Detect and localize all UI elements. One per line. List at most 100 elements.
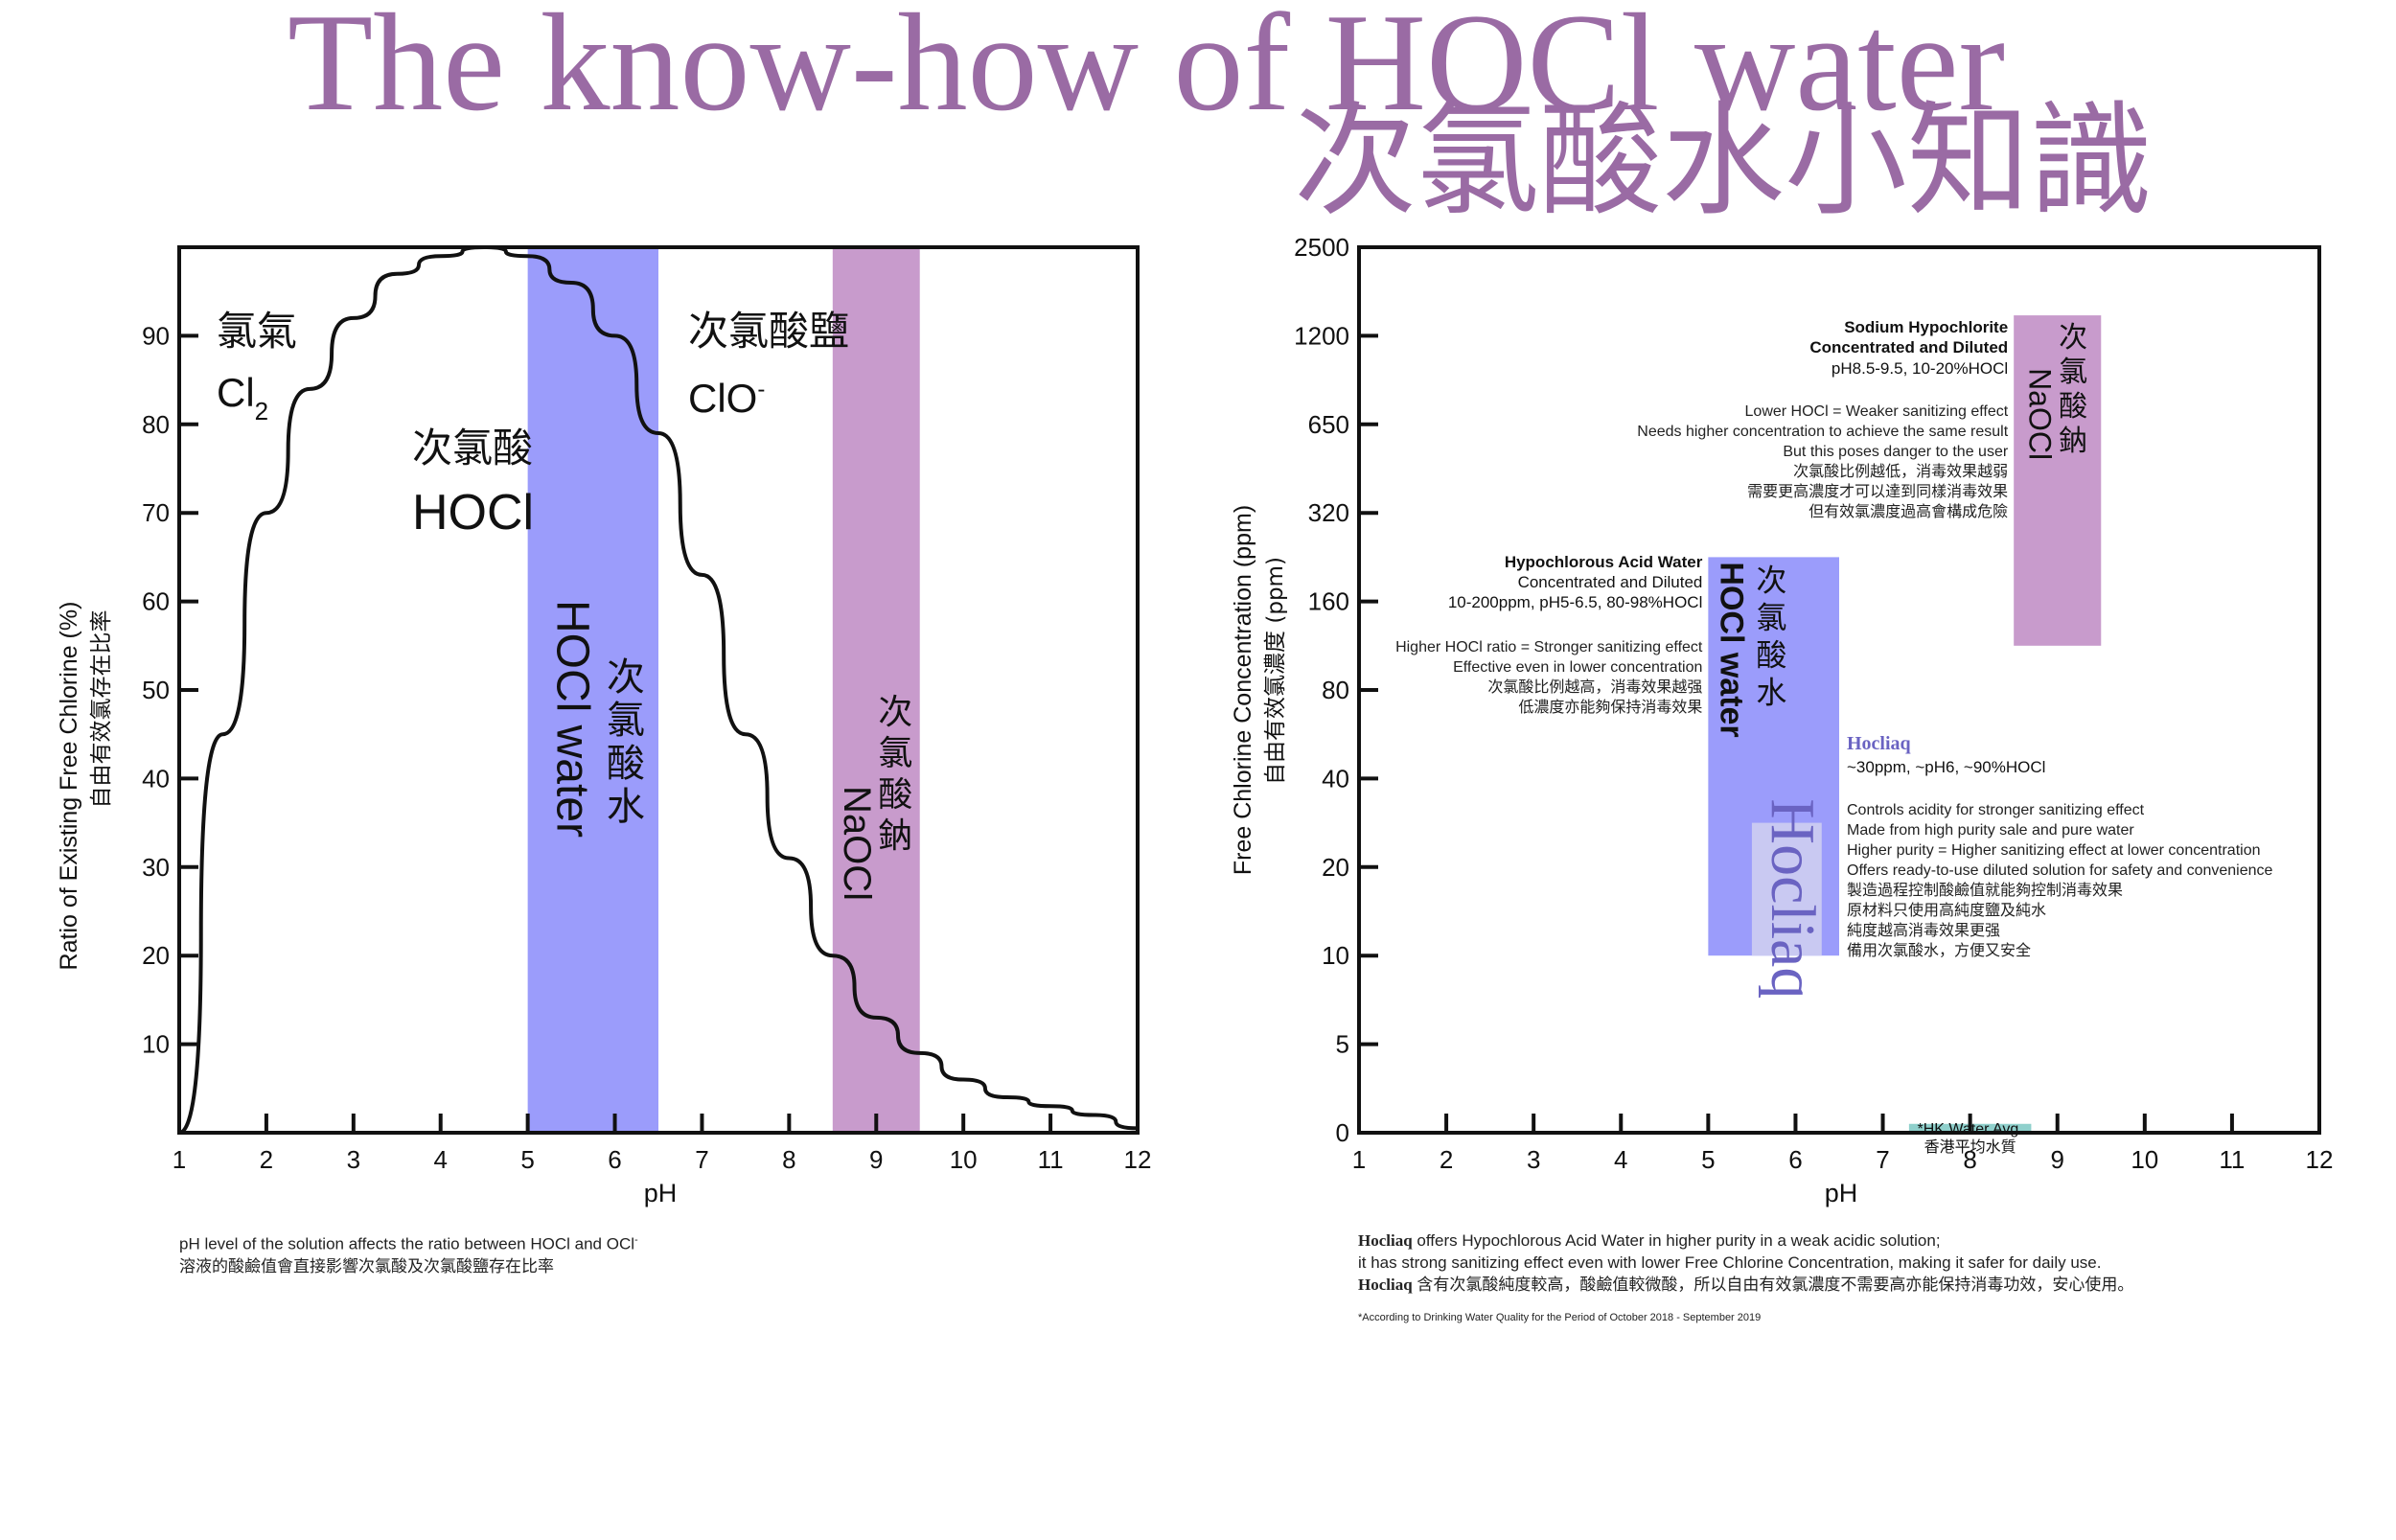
annot-clo-sup: - (757, 377, 765, 402)
note-hocliaq-line: 原材料只使用高純度鹽及純水 (1847, 901, 2046, 919)
x2-tick-label: 7 (1876, 1145, 1889, 1174)
annot-cl2: Cl2 (217, 370, 268, 425)
x-tick-label: 1 (173, 1145, 186, 1174)
x2-tick-label: 8 (1963, 1145, 1976, 1174)
bar-naocl-label-zh-char: 次 (2059, 321, 2087, 355)
note-hocliaq-line: 製造過程控制酸鹼值就能夠控制消毒效果 (1847, 881, 2123, 899)
band-hocl-label-zh-char: 次 (607, 655, 645, 700)
note-hocl-line: 低濃度亦能夠保持消毒效果 (1518, 698, 1702, 716)
note-naocl-line: 需要更高濃度才可以達到同樣消毒效果 (1747, 482, 2008, 500)
x-tick-label: 12 (1124, 1145, 1152, 1174)
x-tick-label: 6 (608, 1145, 621, 1174)
chart2-caption-line3: 含有次氯酸純度較高，酸鹼值較微酸，所以自由有效氯濃度不需要高亦能保持消毒功效，安… (1417, 1276, 2134, 1294)
note-hocliaq-line: Controls acidity for stronger sanitizing… (1847, 802, 2145, 818)
x-tick-label: 11 (1038, 1145, 1064, 1174)
note-hocl-line: Effective even in lower concentration (1453, 659, 1702, 676)
note-hocliaq-line: 備用次氯酸水，方便又安全 (1847, 941, 2031, 959)
y-tick-label: 10 (142, 1030, 170, 1059)
y-tick-label: 50 (142, 676, 170, 704)
bar-hocl-label-zh-char: 酸 (1756, 636, 1786, 673)
bar-hocl-label-zh-char: 氯 (1756, 599, 1786, 635)
note-naocl-line: But this poses danger to the user (1783, 444, 2008, 460)
note-hocl-subtitle: Concentrated and Diluted (1518, 573, 1703, 591)
chart2-caption-line2: it has strong sanitizing effect even wit… (1358, 1253, 2102, 1272)
band-hocl-label: HOCl water (547, 600, 598, 838)
note-naocl-spec: pH8.5-9.5, 10-20%HOCl (1832, 359, 2008, 378)
y2-tick-label: 2500 (1294, 233, 1349, 262)
x2-tick-label: 6 (1788, 1145, 1802, 1174)
chart2-footnote: *According to Drinking Water Quality for… (1358, 1312, 1762, 1323)
band-naocl-label-zh-char: 鈉 (878, 816, 912, 856)
band-naocl-label-zh-char: 酸 (878, 775, 912, 815)
x-tick-label: 8 (782, 1145, 795, 1174)
note-naocl-line: Needs higher concentration to achieve th… (1637, 424, 2008, 440)
chart1-caption: pH level of the solution affects the rat… (179, 1230, 638, 1277)
note-hocl-title: Hypochlorous Acid Water (1505, 553, 1703, 571)
bar-naocl-label-zh-char: 鈉 (2059, 425, 2087, 458)
y-axis-label: Ratio of Existing Free Chlorine (%) (56, 602, 82, 971)
x-tick-label: 5 (520, 1145, 534, 1174)
bar-naocl-label: NaOCl (2022, 368, 2057, 460)
x2-tick-label: 12 (2306, 1145, 2334, 1174)
bar-naocl (2014, 315, 2102, 646)
x-tick-label: 2 (260, 1145, 273, 1174)
note-hocl-line: Higher HOCl ratio = Stronger sanitizing … (1395, 639, 1703, 655)
x2-tick-label: 2 (1440, 1145, 1453, 1174)
x-tick-label: 10 (950, 1145, 978, 1174)
y-tick-label: 90 (142, 321, 170, 350)
x2-tick-label: 3 (1527, 1145, 1540, 1174)
band-naocl-label-zh-char: 次 (878, 693, 912, 732)
x-tick-label: 7 (695, 1145, 708, 1174)
chart2-caption-line1: offers Hypochlorous Acid Water in higher… (1417, 1231, 1941, 1250)
chart1-caption-en: pH level of the solution affects the rat… (179, 1234, 634, 1253)
band-hocl-label-zh-char: 氯 (607, 699, 645, 743)
annot-cl2-base: Cl (217, 370, 255, 415)
note-hocliaq-line: 純度越高消毒效果更强 (1847, 921, 2000, 939)
annot-clo: ClO- (688, 376, 765, 421)
y2-tick-label: 40 (1322, 764, 1349, 793)
band-naocl-label-zh-char: 氯 (878, 734, 912, 773)
bar-hk-label-zh: 香港平均水質 (1924, 1138, 2016, 1156)
y-tick-label: 80 (142, 410, 170, 439)
y2-tick-label: 1200 (1294, 321, 1349, 350)
note-hocliaq-spec: ~30ppm, ~pH6, ~90%HOCl (1847, 758, 2045, 776)
band-1 (832, 247, 920, 1133)
x2-tick-label: 10 (2131, 1145, 2158, 1174)
y2-tick-label: 5 (1336, 1030, 1349, 1059)
annot-clo-base: ClO (688, 376, 757, 421)
x-axis-label: pH (644, 1179, 678, 1207)
note-naocl-line: 次氯酸比例越低，消毒效果越弱 (1793, 462, 2008, 480)
x-tick-label: 3 (347, 1145, 360, 1174)
bar-hocl-label-zh-char: 水 (1756, 674, 1786, 710)
y-tick-label: 30 (142, 853, 170, 882)
y-tick-label: 60 (142, 587, 170, 616)
y-axis-label-zh: 自由有效氯存在比率 (89, 610, 114, 809)
y2-tick-label: 10 (1322, 941, 1349, 970)
note-hocliaq-line: Higher purity = Higher sanitizing effect… (1847, 842, 2260, 859)
note-naocl-subtitle: Concentrated and Diluted (1809, 338, 2008, 356)
y-tick-label: 40 (142, 764, 170, 793)
note-naocl-title: Sodium Hypochlorite (1844, 318, 2008, 336)
band-naocl-label: NaOCl (836, 786, 878, 901)
x2-tick-label: 4 (1614, 1145, 1627, 1174)
bar-hocliaq-label: Hocliaq (1758, 798, 1828, 999)
x2-tick-label: 1 (1352, 1145, 1366, 1174)
y2-axis-label: Free Chlorine Concentration (ppm) (1230, 505, 1256, 875)
x-tick-label: 4 (433, 1145, 447, 1174)
chart1-caption-zh: 溶液的酸鹼值會直接影響次氯酸及次氯酸鹽存在比率 (179, 1256, 554, 1276)
note-naocl-line: 但有效氯濃度過高會構成危險 (1809, 502, 2008, 520)
y-tick-label: 20 (142, 941, 170, 970)
bar-naocl-label-zh-char: 酸 (2059, 390, 2087, 424)
note-hocliaq-title: Hocliaq (1847, 733, 1911, 754)
bar-naocl-label-zh-char: 氯 (2059, 356, 2087, 389)
x2-tick-label: 5 (1701, 1145, 1715, 1174)
note-naocl-line: Lower HOCl = Weaker sanitizing effect (1745, 403, 2009, 420)
page-subtitle-zh: 次氯酸水小知識 (1294, 90, 2154, 233)
y2-tick-label: 650 (1308, 410, 1349, 439)
note-hocl-spec: 10-200ppm, pH5-6.5, 80-98%HOCl (1448, 593, 1703, 611)
annot-cl2-zh: 氯氣 (217, 308, 297, 355)
y2-tick-label: 20 (1322, 853, 1349, 882)
chart2-caption-brand-1: Hocliaq (1358, 1231, 1413, 1250)
